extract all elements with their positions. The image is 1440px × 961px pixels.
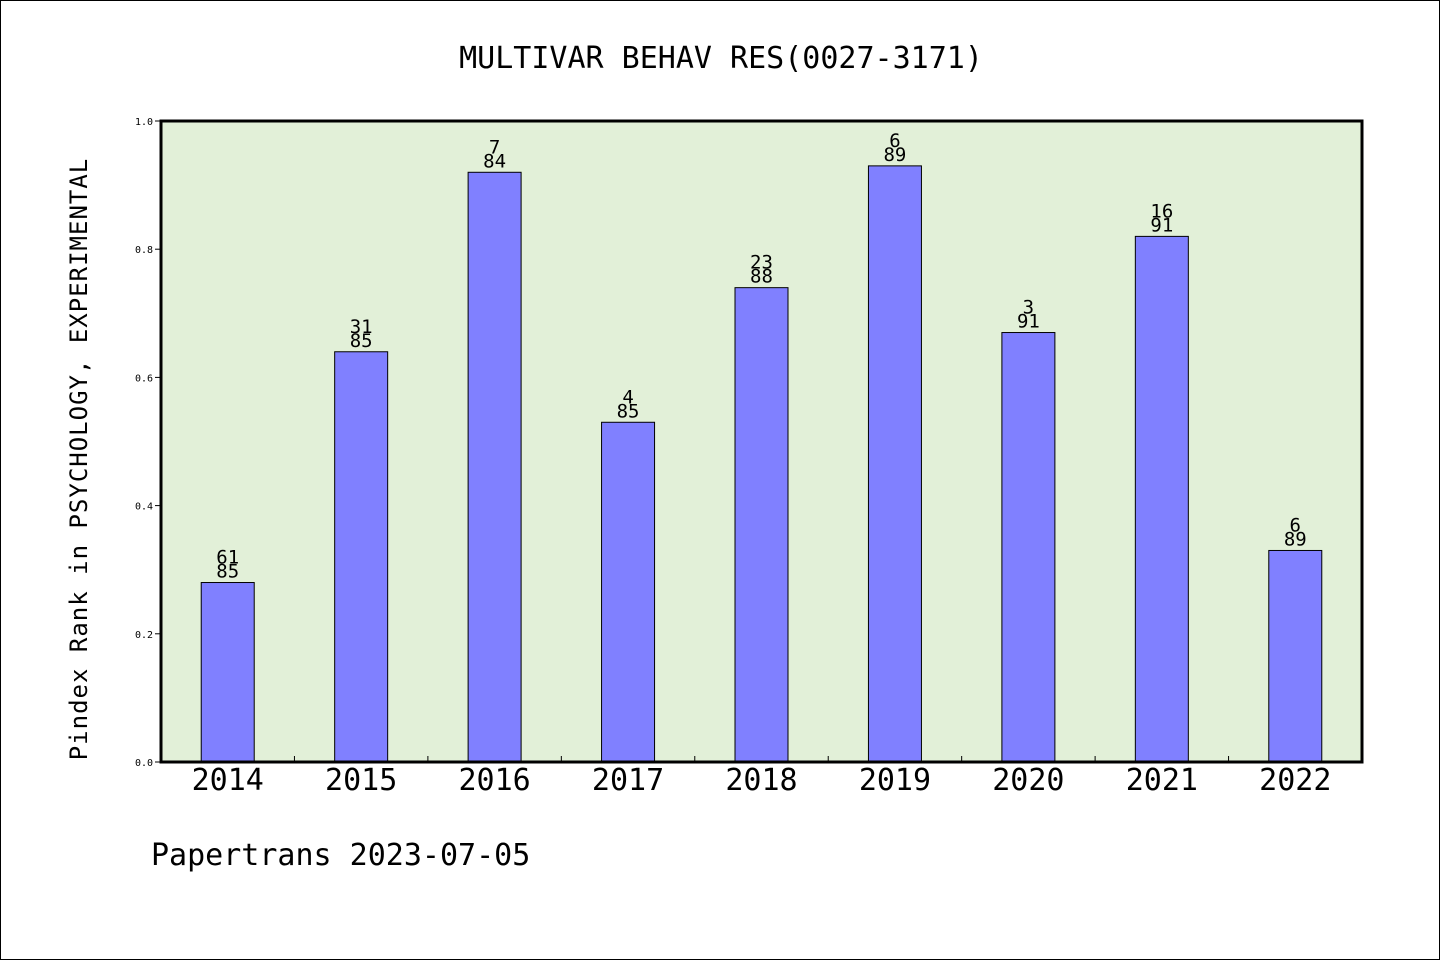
bar-label-bottom: 88 xyxy=(750,266,773,288)
bar-label-bottom: 89 xyxy=(883,144,906,166)
bar-label-top: 31 xyxy=(350,316,373,338)
y-tick-label: 0.4 xyxy=(135,502,153,513)
bar xyxy=(1001,332,1056,763)
bar-label-top: 23 xyxy=(750,252,773,274)
chart-title: MULTIVAR BEHAV RES(0027-3171) xyxy=(459,41,983,76)
y-axis-label: Pindex Rank in PSYCHOLOGY, EXPERIMENTAL xyxy=(65,158,93,761)
bar-label-bottom: 91 xyxy=(1017,311,1040,333)
x-tick-label: 2019 xyxy=(859,763,931,798)
bar-label-top: 6 xyxy=(889,130,900,152)
bar-label-top: 61 xyxy=(216,547,239,569)
bar-label-bottom: 85 xyxy=(617,400,640,422)
bar-label-bottom: 85 xyxy=(350,330,373,352)
bar-label-top: 4 xyxy=(622,386,633,408)
bar xyxy=(867,165,922,763)
y-tick-label: 0.8 xyxy=(135,245,153,256)
x-tick-label: 2018 xyxy=(725,763,797,798)
bar xyxy=(1268,549,1323,763)
bar xyxy=(1134,235,1189,763)
y-tick-label: 1.0 xyxy=(135,117,153,128)
bar xyxy=(334,351,389,763)
y-tick-label: 0.2 xyxy=(135,630,153,641)
x-tick-label: 2015 xyxy=(325,763,397,798)
bar-label-top: 16 xyxy=(1150,200,1173,222)
bar-label-top: 7 xyxy=(489,136,500,158)
bar-label-bottom: 91 xyxy=(1150,214,1173,236)
bar xyxy=(601,421,656,763)
plot-frame xyxy=(159,119,1364,764)
y-tick-label: 0.6 xyxy=(135,373,153,384)
bar xyxy=(734,287,789,763)
footer-credit: Papertrans 2023-07-05 xyxy=(151,838,530,873)
x-tick-label: 2016 xyxy=(458,763,530,798)
x-axis: 2014 2015 2016 2017 2018 2019 2020 2021 2022 xyxy=(192,756,1331,798)
x-tick-label: 2014 xyxy=(192,763,264,798)
bar-label-bottom: 89 xyxy=(1284,528,1307,550)
x-tick-label: 2022 xyxy=(1259,763,1331,798)
y-tick-label: 0.0 xyxy=(135,758,153,769)
bar-label-bottom: 85 xyxy=(216,561,239,583)
bar-label-top: 3 xyxy=(1023,297,1034,319)
x-tick-label: 2021 xyxy=(1126,763,1198,798)
bar xyxy=(467,171,522,763)
x-tick-label: 2020 xyxy=(992,763,1064,798)
y-axis: 0.0 0.2 0.4 0.6 0.8 1.0 xyxy=(135,117,161,769)
bar xyxy=(200,582,255,763)
x-tick-label: 2017 xyxy=(592,763,664,798)
bar-label-bottom: 84 xyxy=(483,150,506,172)
bar-label-top: 6 xyxy=(1290,514,1301,536)
